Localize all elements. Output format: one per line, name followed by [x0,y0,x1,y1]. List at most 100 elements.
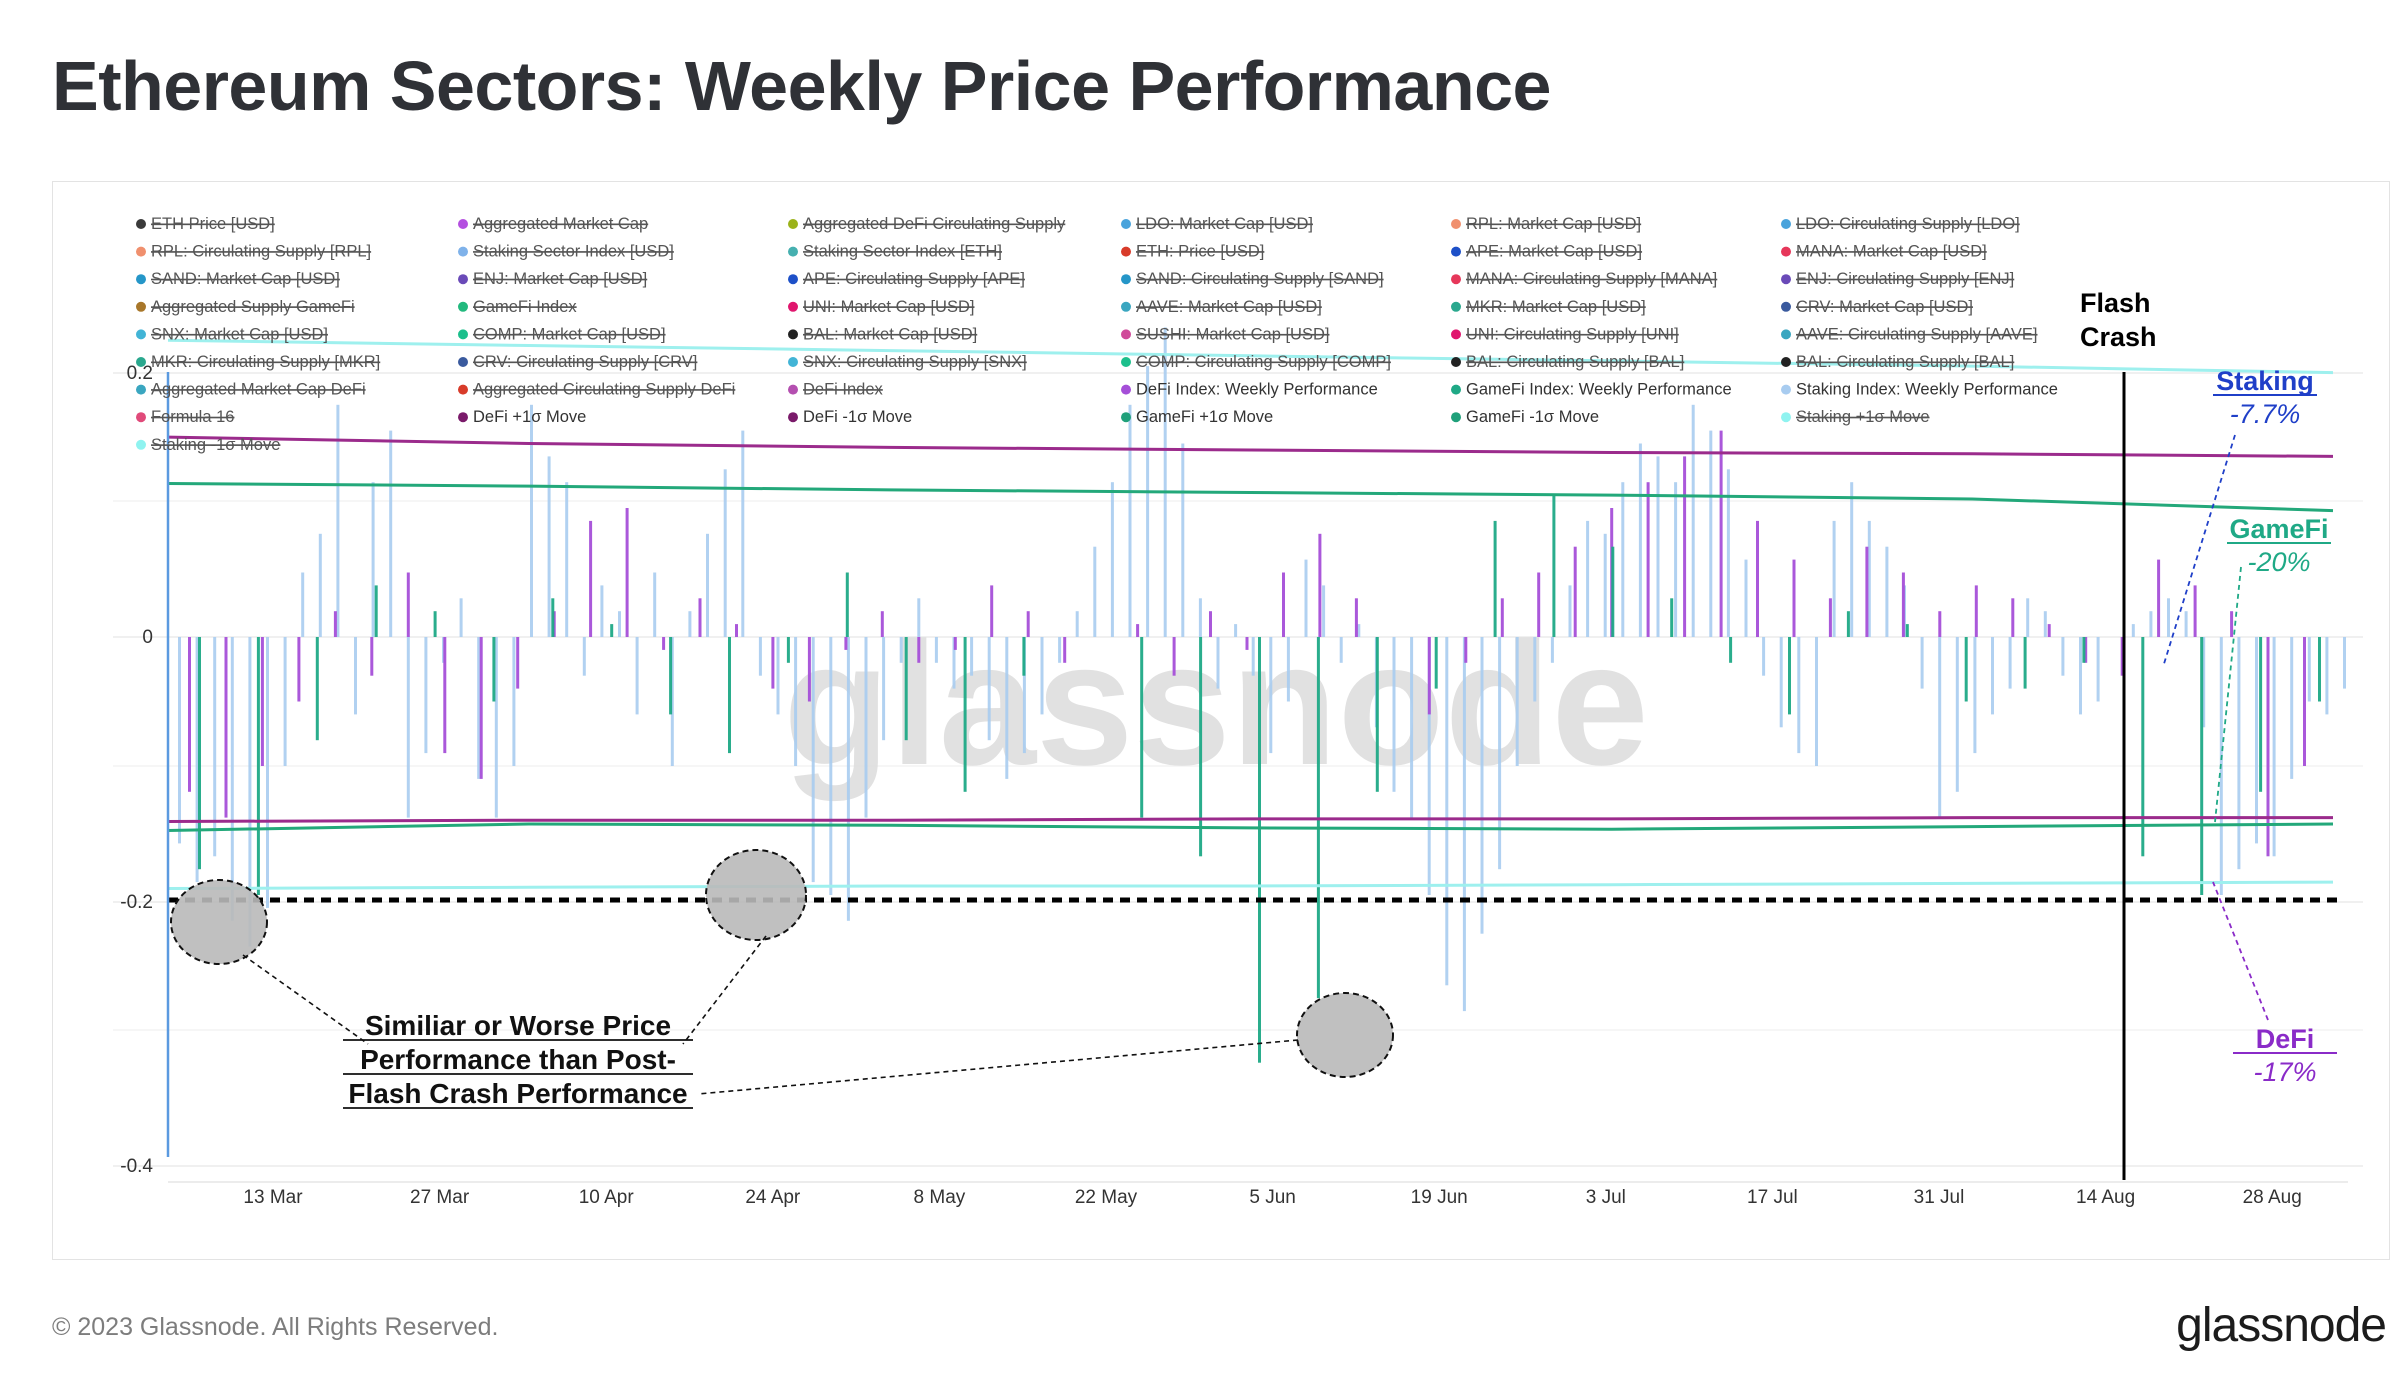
legend-item-label: SNX: Circulating Supply [SNX] [803,353,1027,371]
similar-worse-label: Flash Crash Performance [348,1078,687,1109]
bar-staking-index [1322,585,1326,637]
y-axis-ticks: 0.2 0 -0.2 -0.4 [120,363,153,1177]
defi-pointer [2212,881,2269,1021]
x-tick-label: 5 Jun [1249,1187,1295,1208]
bar-staking-index [1058,637,1062,663]
bar-gamefi-index [1729,637,1733,663]
bar-staking-index [2272,637,2276,857]
highlight-ellipse [705,849,807,941]
bar-gamefi-index [492,637,496,702]
bar-staking-index [917,598,921,637]
legend-item-label: AAVE: Circulating Supply [AAVE] [1796,325,2038,343]
bar-defi-index [807,637,811,702]
legend-item-label: MANA: Market Cap [USD] [1796,243,1987,261]
bar-defi-index [1209,611,1212,637]
bar-staking-index [1885,546,1889,637]
legend-marker [788,274,798,285]
bar-staking-index [1251,637,1255,676]
bar-staking-index [1797,637,1801,754]
legend-item-label: Aggregated DeFi Circulating Supply [803,215,1066,233]
bar-defi-index [1974,585,1978,637]
legend-item-label: ENJ: Circulating Supply [ENJ] [1796,270,2014,288]
legend-item-label: AAVE: Market Cap [USD] [1136,298,1322,316]
bar-defi-index [2084,637,2088,663]
bar-staking-index [794,637,798,766]
legend-marker [1781,412,1791,423]
bar-staking-index [213,637,217,857]
bar-defi-index [953,637,957,650]
bar-defi-index [1063,637,1067,663]
bar-staking-index [1022,637,1026,754]
legend-item-label: RPL: Market Cap [USD] [1466,215,1641,233]
bar-defi-index [2266,637,2270,857]
bar-staking-index [1638,443,1642,637]
legend-marker [1121,412,1131,423]
legend-item-label: APE: Circulating Supply [APE] [803,270,1025,288]
highlight-ellipse [1296,992,1394,1078]
legend-marker [458,301,468,312]
bar-staking-index [1815,637,1818,766]
legend-item-label: APE: Market Cap [USD] [1466,243,1642,261]
bar-defi-index [516,637,520,689]
connector-line [242,954,369,1045]
bar-defi-index [2230,611,2234,637]
bar-staking-index [688,611,692,637]
bar-gamefi-index [1022,637,1026,676]
bar-gamefi-index [1905,624,1909,637]
bar-staking-index [1286,637,1290,702]
x-tick-label: 3 Jul [1586,1187,1626,1208]
bar-gamefi-index [1611,546,1615,637]
bar-staking-index [1744,559,1748,637]
bar-staking-index [582,637,586,676]
bar-staking-index [1674,482,1678,637]
legend-marker [458,219,468,229]
bar-defi-index [479,637,483,779]
staking-pointer [2162,434,2236,668]
legend-marker [788,329,798,340]
legend-item-label: UNI: Circulating Supply [UNI] [1466,325,1679,343]
bar-defi-index [1282,572,1285,637]
bar-defi-index [1464,637,1468,663]
bar-staking-index [1533,637,1537,702]
bar-staking-index [1779,637,1783,728]
bar-staking-index [987,637,991,741]
legend-item-label: CRV: Circulating Supply [CRV] [473,353,697,371]
bar-staking-index [459,598,463,637]
bar-staking-index [1410,637,1414,818]
defi-value-label: -17% [2253,1057,2316,1087]
bar-staking-index [1146,366,1150,637]
legend-marker [1121,219,1131,229]
bar-staking-index [195,637,199,883]
gamefi-pointer [2214,566,2242,823]
bar-staking-index [635,637,639,715]
bar-staking-index [1656,456,1660,637]
bar-defi-index [880,611,884,637]
x-tick-label: 10 Apr [579,1187,635,1208]
grid [113,372,2363,1167]
bar-staking-index [547,456,551,637]
y-tick-label: -0.2 [120,892,153,913]
legend-item-label: DeFi Index: Weekly Performance [1136,381,1378,399]
bar-staking-index [336,404,340,637]
legend-item-label: RPL: Circulating Supply [RPL] [151,243,371,261]
bar-gamefi-index [198,637,201,870]
bar-series [178,327,2346,1063]
bar-staking-index [653,572,657,637]
bar-gamefi-index [256,637,260,895]
bar-staking-index [1938,637,1942,818]
bar-gamefi-index [669,637,673,715]
bar-defi-index [662,637,666,650]
bar-defi-index [2011,598,2015,637]
legend-marker [458,274,468,285]
bar-staking-index [1445,637,1449,986]
bar-staking-index [2026,598,2030,637]
legend-marker [1451,357,1461,367]
legend-item-label: COMP: Circulating Supply [COMP] [1136,353,1391,371]
bar-staking-index [618,611,621,637]
bar-defi-index [1427,637,1431,715]
bar-defi-index [1500,598,1504,637]
bar-defi-index [1318,533,1322,637]
staking-name-label: Staking [2216,366,2314,396]
legend-marker [1781,384,1791,395]
bar-gamefi-index [433,611,437,637]
